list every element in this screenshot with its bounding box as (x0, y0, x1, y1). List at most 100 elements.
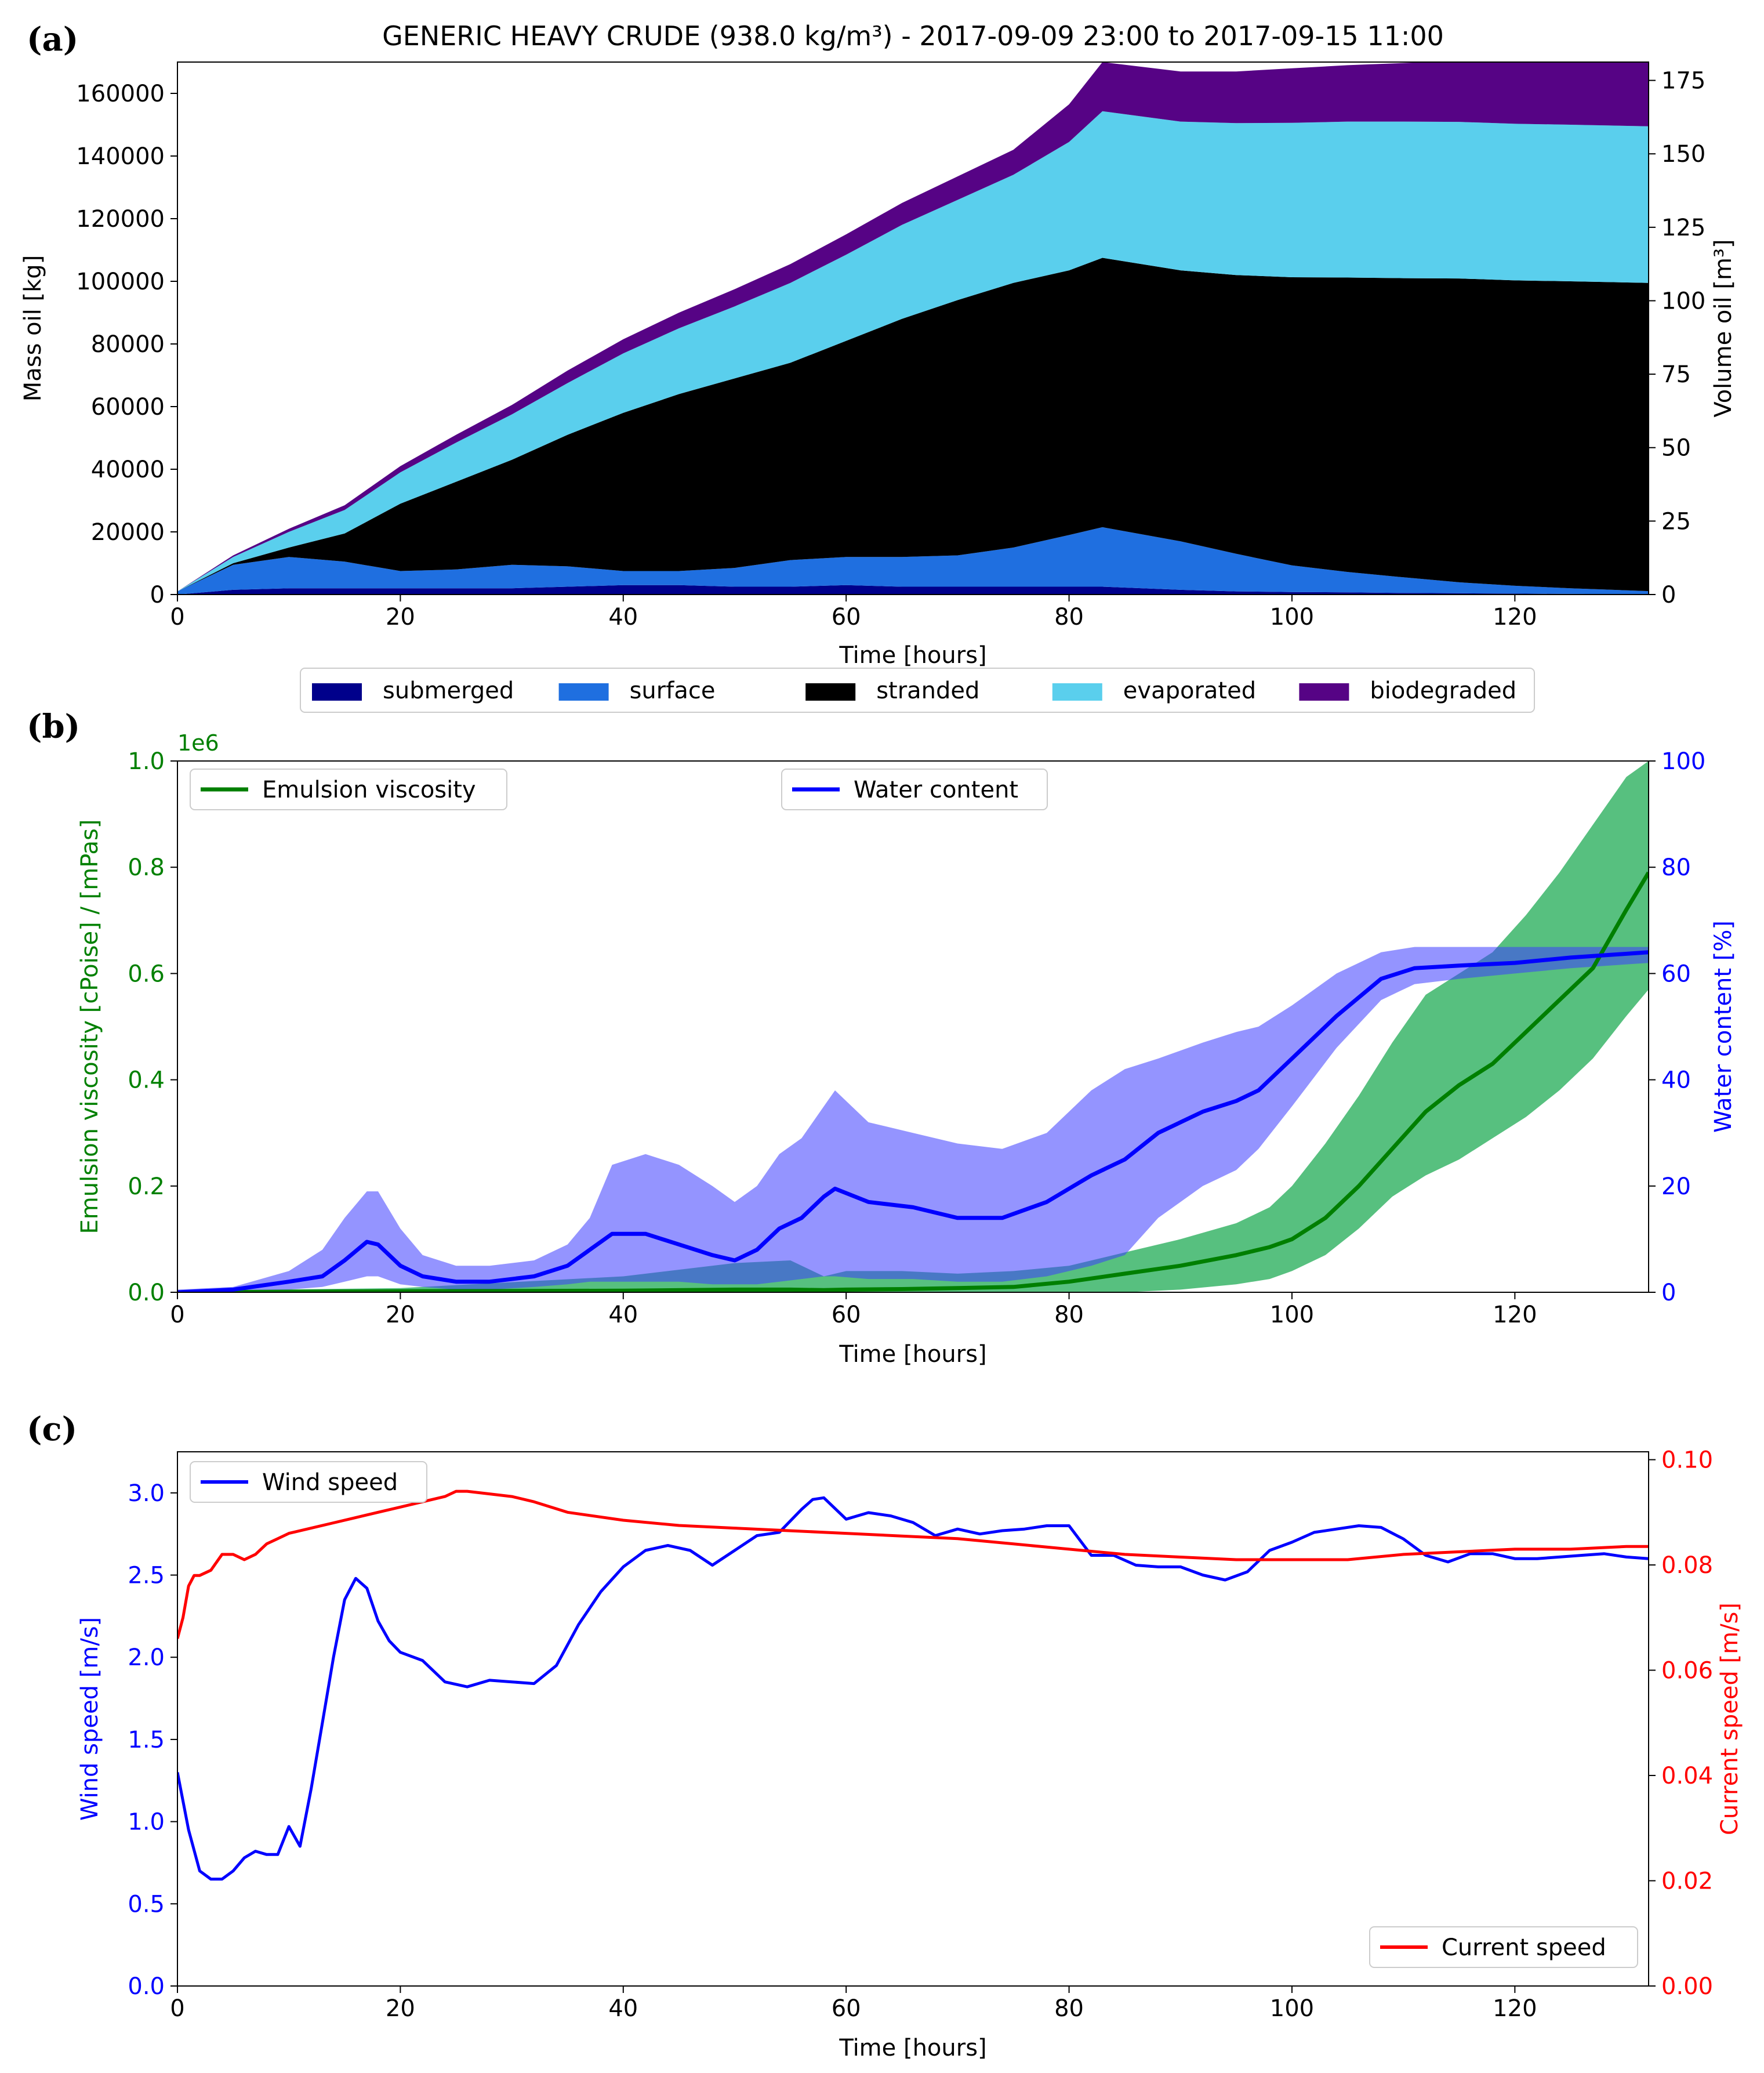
legend-current-speed: Current speed (1369, 1926, 1638, 1968)
x-tick-label: 60 (832, 1995, 861, 2022)
y-tick-label: 0 (150, 582, 165, 608)
x-tick-label: 0 (170, 1995, 184, 2022)
y-right-tick-label: 125 (1661, 215, 1705, 241)
legend-box (1369, 1926, 1638, 1968)
y-right-tick-label: 40 (1661, 1067, 1691, 1094)
x-tick-label: 40 (608, 1995, 638, 2022)
legend-swatch-submerged (312, 683, 362, 701)
panel-label: (b) (27, 708, 80, 746)
y-right-tick-label: 150 (1661, 141, 1705, 168)
x-tick-label: 120 (1493, 1302, 1537, 1328)
y-right-tick-label: 0.00 (1661, 1973, 1713, 2000)
legend-label: Water content (854, 777, 1018, 803)
y-right-tick-label: 0 (1661, 1280, 1676, 1306)
plot-area (177, 761, 1649, 1292)
y-tick-label: 140000 (76, 143, 165, 170)
y-right-tick-label: 25 (1661, 508, 1691, 535)
plot-area (177, 1489, 1649, 1881)
legend-swatch-evaporated (1052, 683, 1102, 701)
legend-emulsion-viscosity: Emulsion viscosity (190, 769, 507, 810)
legend-label: Wind speed (262, 1469, 398, 1496)
y-tick-label: 1.0 (128, 748, 165, 775)
y-tick-label: 100000 (76, 269, 165, 295)
y-right-axis-label: Volume oil [m³] (1710, 239, 1737, 417)
y-right-tick-label: 175 (1661, 68, 1705, 95)
y-right-tick-label: 0.08 (1661, 1552, 1713, 1579)
legend: submerged surface stranded evaporated biodeg… (300, 668, 1535, 713)
y-tick-label: 0.4 (128, 1067, 165, 1094)
line-wind-speed (177, 1496, 1649, 1881)
y-tick-label: 0.8 (128, 854, 165, 881)
legend-swatch-surface (558, 683, 609, 701)
y-right-tick-label: 75 (1661, 361, 1691, 388)
legend-label-stranded: stranded (876, 677, 979, 704)
band-water-content (177, 947, 1649, 1292)
area-biodegraded (177, 62, 1649, 592)
y-tick-label: 40000 (91, 456, 165, 483)
y-right-tick-label: 0 (1661, 582, 1676, 608)
legend-box (300, 668, 1535, 713)
panel-2: 0 20 40 60 80 100 120 0.0 0.2 0.4 0.6 0.8 1.0 0 20 40 60… (27, 708, 1737, 1368)
x-tick-label: 20 (386, 1995, 415, 2022)
y-right-tick-label: 0.10 (1661, 1447, 1713, 1474)
x-tick-label: 40 (608, 1302, 638, 1328)
x-tick-label: 80 (1054, 1995, 1084, 2022)
y-right-tick-label: 0.02 (1661, 1868, 1713, 1895)
x-tick-label: 0 (170, 1302, 184, 1328)
y-right-axis-label: Current speed [m/s] (1716, 1603, 1743, 1835)
y-tick-label: 60000 (91, 394, 165, 421)
y-tick-label: 2.5 (128, 1563, 165, 1589)
y-right-tick-label: 0.06 (1661, 1658, 1713, 1684)
x-tick-label: 80 (1054, 1302, 1084, 1328)
x-tick-label: 40 (608, 604, 638, 630)
y-axis-label: Wind speed [m/s] (77, 1617, 103, 1821)
area-stranded (177, 258, 1649, 592)
legend-swatch-stranded (805, 683, 856, 701)
panel-label: (c) (27, 1410, 77, 1448)
x-tick-label: 120 (1493, 1995, 1537, 2022)
x-tick-label: 100 (1270, 1995, 1314, 2022)
area-surface (177, 527, 1649, 595)
y-tick-label: 120000 (76, 206, 165, 233)
x-tick-label: 60 (832, 1302, 861, 1328)
y-right-tick-label: 60 (1661, 961, 1691, 987)
area-submerged (177, 585, 1649, 595)
x-axis-label: Time [hours] (839, 642, 986, 669)
line-emulsion-viscosity (177, 871, 1649, 1292)
y-right-tick-label: 0.04 (1661, 1763, 1713, 1789)
x-tick-label: 100 (1270, 604, 1314, 630)
x-axis-label: Time [hours] (839, 2035, 986, 2061)
y-tick-label: 0.0 (128, 1280, 165, 1306)
legend-box (190, 769, 507, 810)
y-right-tick-label: 80 (1661, 854, 1691, 881)
legend-label: Emulsion viscosity (262, 777, 476, 803)
plot-frame (177, 760, 1649, 1293)
panel-label: (a) (27, 20, 78, 59)
y-tick-label: 3.0 (128, 1480, 165, 1507)
y-tick-label: 0.6 (128, 961, 165, 987)
area-evaporated (177, 111, 1649, 592)
x-tick-label: 60 (832, 604, 861, 630)
x-tick-label: 20 (386, 1302, 415, 1328)
y-tick-label: 1.0 (128, 1809, 165, 1836)
x-tick-label: 80 (1054, 604, 1084, 630)
chart-title: GENERIC HEAVY CRUDE (938.0 kg/m³) - 2017… (382, 20, 1444, 52)
y-right-axis-label: Water content [%] (1710, 920, 1737, 1133)
x-tick-label: 20 (386, 604, 415, 630)
legend-label-surface: surface (630, 677, 716, 704)
legend-box (781, 769, 1048, 810)
y-right-tick-label: 20 (1661, 1173, 1691, 1200)
area-layers (177, 62, 1649, 595)
y-tick-label: 20000 (91, 519, 165, 546)
y-tick-label: 2.0 (128, 1644, 165, 1671)
x-tick-label: 100 (1270, 1302, 1314, 1328)
y-axis-label: Mass oil [kg] (20, 255, 46, 402)
line-water-content (177, 950, 1649, 1292)
panel-3: 0 20 40 60 80 100 120 0.0 0.5 1.0 1.5 2.0 2.5 3.0 0.00… (27, 1410, 1743, 2061)
y-tick-label: 80000 (91, 331, 165, 358)
y-tick-label: 1.5 (128, 1727, 165, 1753)
x-axis-label: Time [hours] (839, 1341, 986, 1368)
legend-box (190, 1461, 427, 1503)
legend-wind-speed: Wind speed (190, 1461, 427, 1503)
